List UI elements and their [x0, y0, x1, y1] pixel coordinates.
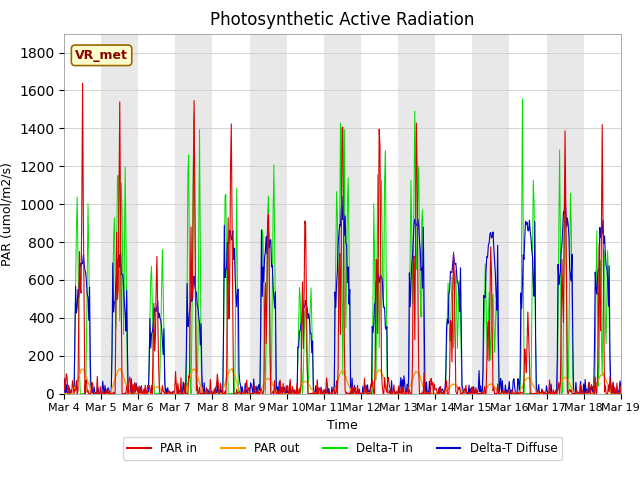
PAR in: [186, 374, 193, 380]
X-axis label: Time: Time: [327, 419, 358, 432]
Bar: [64, 34, 101, 394]
Delta-T in: [518, 96, 526, 102]
Delta-T in: [60, 391, 68, 396]
Delta-T in: [617, 391, 625, 396]
Delta-T in: [426, 391, 434, 396]
Bar: [435, 34, 472, 394]
PAR out: [411, 371, 419, 376]
Bar: [138, 34, 175, 394]
Bar: [547, 34, 584, 394]
PAR out: [184, 380, 192, 386]
Legend: PAR in, PAR out, Delta-T in, Delta-T Diffuse: PAR in, PAR out, Delta-T in, Delta-T Dif…: [123, 437, 562, 460]
Delta-T in: [70, 391, 78, 396]
Bar: [509, 34, 547, 394]
PAR in: [60, 375, 68, 381]
Delta-T Diffuse: [428, 391, 435, 396]
PAR in: [129, 382, 137, 387]
Delta-T Diffuse: [214, 391, 222, 396]
Delta-T Diffuse: [185, 320, 193, 325]
Delta-T Diffuse: [561, 190, 569, 196]
Bar: [250, 34, 287, 394]
Bar: [324, 34, 361, 394]
PAR out: [60, 391, 68, 396]
Bar: [101, 34, 138, 394]
PAR out: [70, 391, 78, 396]
Line: PAR out: PAR out: [64, 369, 621, 394]
Bar: [361, 34, 398, 394]
Delta-T Diffuse: [71, 339, 79, 345]
PAR out: [214, 391, 221, 396]
PAR out: [617, 390, 625, 396]
Bar: [287, 34, 324, 394]
Line: PAR in: PAR in: [64, 84, 621, 394]
Delta-T in: [410, 182, 418, 188]
PAR out: [127, 391, 135, 396]
Bar: [472, 34, 509, 394]
Bar: [175, 34, 212, 394]
PAR out: [228, 366, 236, 372]
PAR in: [428, 382, 436, 388]
Delta-T in: [214, 391, 221, 396]
Delta-T in: [184, 169, 192, 175]
Delta-T Diffuse: [411, 216, 419, 222]
Line: Delta-T in: Delta-T in: [64, 99, 621, 394]
Delta-T Diffuse: [617, 384, 625, 389]
PAR in: [617, 391, 625, 396]
Delta-T in: [127, 391, 135, 396]
Delta-T Diffuse: [128, 391, 136, 396]
PAR in: [64, 391, 72, 396]
Delta-T Diffuse: [61, 391, 69, 396]
Delta-T Diffuse: [60, 391, 68, 396]
PAR in: [215, 391, 223, 396]
Bar: [212, 34, 250, 394]
Line: Delta-T Diffuse: Delta-T Diffuse: [64, 193, 621, 394]
PAR in: [412, 236, 419, 241]
Bar: [584, 34, 621, 394]
PAR out: [428, 390, 435, 396]
Title: Photosynthetic Active Radiation: Photosynthetic Active Radiation: [210, 11, 475, 29]
PAR in: [71, 387, 79, 393]
Text: VR_met: VR_met: [75, 49, 128, 62]
Y-axis label: PAR (umol/m2/s): PAR (umol/m2/s): [1, 162, 13, 265]
PAR in: [79, 81, 86, 86]
Bar: [398, 34, 435, 394]
